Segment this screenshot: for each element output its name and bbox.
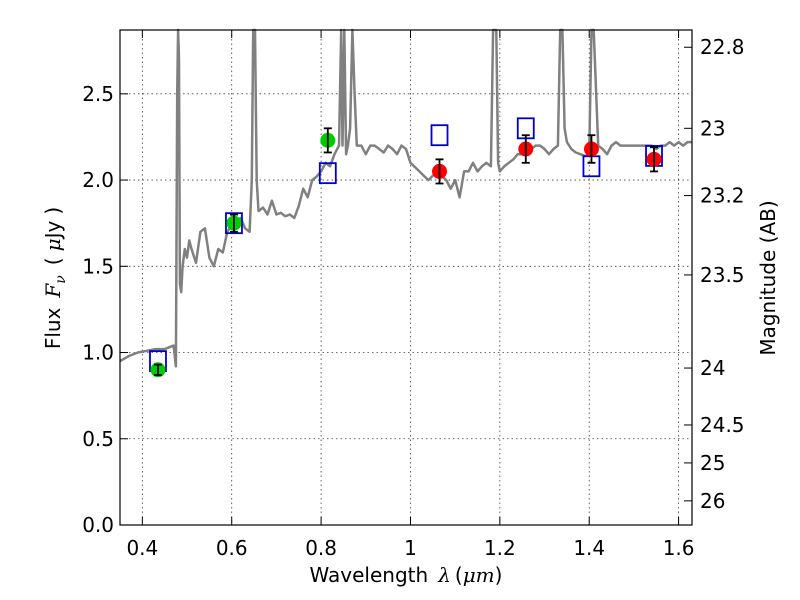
- y-tick-label: 2.0: [82, 168, 114, 192]
- x-tick-label: 0.6: [216, 536, 248, 560]
- y-axis-label: FluxFν(μJy): [41, 207, 69, 349]
- y-tick-label: 2.5: [82, 82, 114, 106]
- y-tick-label: 1.5: [82, 254, 114, 278]
- y-tick-label: 0.0: [82, 513, 114, 537]
- x-tick-label: 0.4: [126, 536, 158, 560]
- axis-ticks: 0.4 0.6 0.8 1 1.2 1.4 1.6 0.0 0.5 1.0 1.5 2.0 2.5 22.…: [82, 30, 745, 560]
- x-axis-label: Wavelength λ (μm): [310, 563, 503, 587]
- x-tick-label: 1.4: [573, 536, 605, 560]
- model-square: [318, 162, 337, 185]
- model-square: [430, 124, 449, 147]
- y2-tick-label: 23.2: [700, 184, 745, 208]
- y2-tick-label: 23: [700, 116, 725, 140]
- y2-tick-label: 24.5: [700, 413, 745, 437]
- spectrum-line: [119, 28, 692, 368]
- photometry-points: [149, 117, 663, 378]
- x-tick-label: 1: [404, 536, 417, 560]
- x-tick-label: 1.6: [663, 536, 695, 560]
- y2-tick-label: 25: [700, 451, 725, 475]
- plot-frame: [119, 29, 693, 526]
- x-tick-label: 0.8: [305, 536, 337, 560]
- y-tick-label: 0.5: [82, 427, 114, 451]
- y2-tick-label: 22.8: [700, 35, 745, 59]
- y2-axis-label: Magnitude (AB): [756, 200, 780, 355]
- y-tick-label: 1.0: [82, 341, 114, 365]
- grid-lines: [120, 30, 692, 526]
- y2-tick-label: 23.5: [700, 263, 745, 287]
- y2-tick-label: 26: [700, 489, 725, 513]
- x-tick-label: 1.2: [484, 536, 516, 560]
- model-square: [225, 212, 243, 235]
- y2-tick-label: 24: [700, 356, 725, 380]
- spectrum-layer: [119, 28, 692, 368]
